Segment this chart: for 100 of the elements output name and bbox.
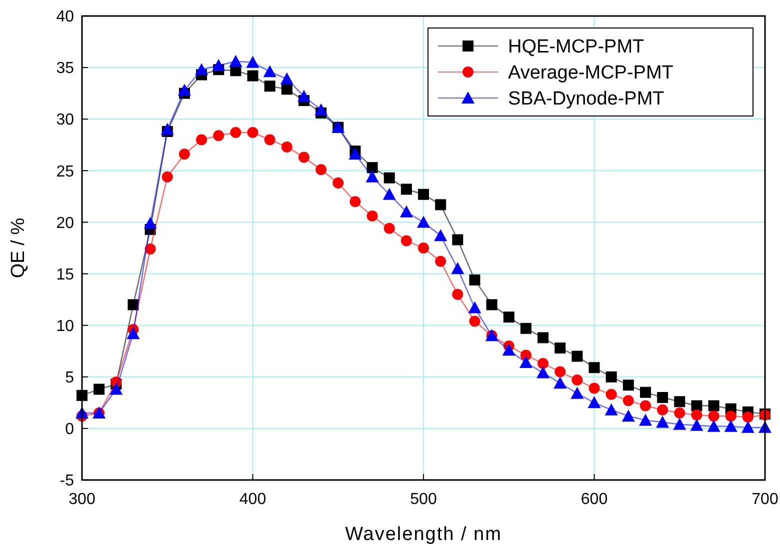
legend-label: SBA-Dynode-PMT xyxy=(508,88,665,110)
point xyxy=(572,374,583,386)
point xyxy=(673,418,686,430)
x-tick-label: 700 xyxy=(752,491,778,508)
x-tick-label: 400 xyxy=(239,491,266,508)
point xyxy=(742,412,754,423)
point xyxy=(554,376,567,389)
point xyxy=(622,380,634,391)
point xyxy=(691,400,702,412)
point xyxy=(622,410,635,422)
point xyxy=(264,80,276,92)
x-tick-label: 300 xyxy=(68,491,96,508)
point xyxy=(606,371,617,382)
point xyxy=(400,184,412,195)
x-tick-label: 500 xyxy=(410,491,437,508)
point xyxy=(247,127,258,138)
y-tick-label: 40 xyxy=(56,8,74,26)
point xyxy=(452,234,464,246)
point xyxy=(708,410,720,422)
point xyxy=(691,410,702,421)
y-tick-label: 10 xyxy=(56,318,74,335)
y-tick-label: 20 xyxy=(56,214,74,232)
point xyxy=(657,404,668,416)
point xyxy=(707,420,720,432)
point xyxy=(604,403,618,416)
point xyxy=(400,235,412,246)
point xyxy=(212,58,226,71)
point xyxy=(435,199,446,210)
point xyxy=(247,70,258,82)
point xyxy=(690,418,704,431)
legend-label: HQE-MCP-PMT xyxy=(508,36,645,58)
point xyxy=(297,90,310,102)
x-tick-label: 600 xyxy=(580,491,608,508)
point xyxy=(110,382,123,395)
point xyxy=(708,400,720,412)
point xyxy=(674,396,686,408)
point xyxy=(281,141,292,152)
point xyxy=(469,316,480,327)
point xyxy=(588,382,600,394)
point xyxy=(657,392,668,404)
legend-label: Average-MCP-PMT xyxy=(508,62,674,84)
point xyxy=(554,342,566,354)
y-tick-label: 15 xyxy=(56,266,74,284)
point xyxy=(606,388,617,400)
point xyxy=(332,178,344,189)
point xyxy=(94,384,105,395)
point xyxy=(144,216,157,229)
point xyxy=(400,205,413,218)
y-tick-label: 25 xyxy=(56,163,74,180)
point xyxy=(298,152,310,163)
point xyxy=(452,288,464,300)
point xyxy=(418,242,429,254)
point xyxy=(417,216,430,228)
point xyxy=(281,84,292,95)
point xyxy=(520,322,532,334)
point xyxy=(280,72,294,84)
point xyxy=(434,229,448,242)
point xyxy=(230,127,242,138)
point xyxy=(570,386,584,399)
point xyxy=(638,414,652,426)
y-tick-label: 30 xyxy=(56,112,74,129)
point xyxy=(538,358,549,369)
point xyxy=(468,301,482,314)
point xyxy=(384,172,395,184)
x-axis-title: Wavelength / nm xyxy=(345,524,502,545)
point xyxy=(162,171,173,182)
point xyxy=(229,54,242,67)
y-tick-label: -5 xyxy=(60,472,74,490)
y-tick-label: 35 xyxy=(56,60,74,78)
point xyxy=(640,400,651,412)
point xyxy=(536,366,550,378)
point xyxy=(503,312,514,323)
point xyxy=(382,188,396,200)
point xyxy=(348,148,362,160)
point xyxy=(195,63,208,76)
point xyxy=(486,299,498,310)
y-tick-label: 0 xyxy=(65,421,74,438)
point xyxy=(588,396,601,408)
point xyxy=(622,395,634,406)
point xyxy=(160,122,174,135)
point xyxy=(384,222,395,234)
point xyxy=(178,148,190,160)
point xyxy=(418,188,429,200)
point xyxy=(519,356,532,368)
point xyxy=(674,407,686,418)
point xyxy=(366,210,378,222)
point xyxy=(538,332,549,344)
point xyxy=(350,196,361,208)
point xyxy=(213,130,224,142)
point xyxy=(196,134,208,146)
point xyxy=(725,410,736,422)
point xyxy=(178,84,191,96)
point xyxy=(741,420,754,433)
point xyxy=(451,262,464,274)
point xyxy=(316,164,327,176)
point xyxy=(126,327,140,340)
point xyxy=(469,274,480,286)
point xyxy=(246,56,260,68)
point xyxy=(366,162,378,174)
point xyxy=(724,420,738,432)
